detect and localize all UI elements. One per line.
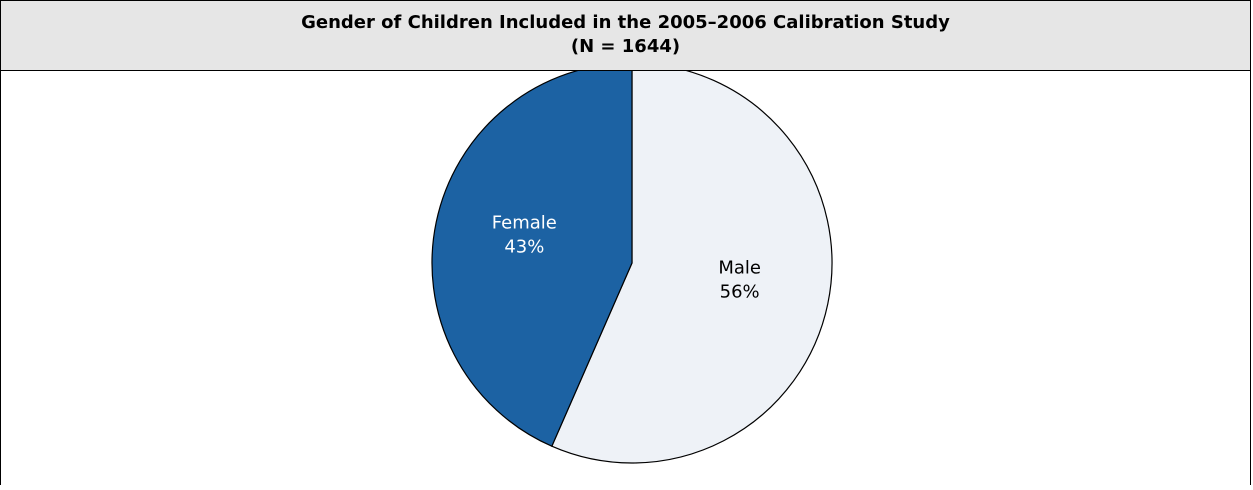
pie-chart: Male 56% Female 43% (431, 62, 833, 464)
slice-label-male: Male (718, 258, 761, 279)
chart-title: Gender of Children Included in the 2005–… (301, 12, 950, 33)
pie-slice-female (431, 62, 633, 448)
slice-label-female: Female (492, 212, 557, 233)
slice-value-female: 43% (504, 236, 544, 257)
chart-area: Male 56% Female 43% (1, 62, 1250, 486)
chart-subtitle: (N = 1644) (570, 36, 681, 57)
chart-header: Gender of Children Included in the 2005–… (1, 1, 1250, 71)
slice-value-male: 56% (720, 282, 760, 303)
pie-slice-male (551, 62, 833, 464)
